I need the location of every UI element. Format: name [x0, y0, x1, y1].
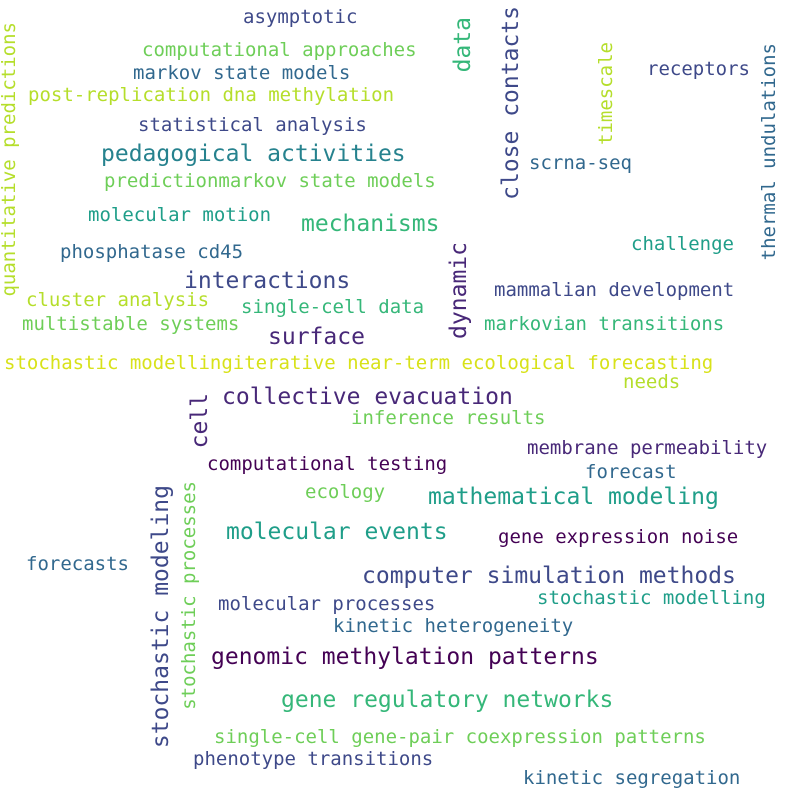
word-stochastic-modeling: stochastic modeling: [148, 485, 174, 749]
word-molecular-events: molecular events: [226, 519, 448, 545]
word-needs: needs: [623, 371, 681, 393]
word-cell: cell: [187, 393, 213, 449]
word-statistical-analysis: statistical analysis: [138, 114, 367, 136]
word-data: data: [450, 17, 476, 73]
word-computational-approaches: computational approaches: [142, 39, 417, 61]
word-phosphatase-cd45: phosphatase cd45: [60, 241, 244, 263]
word-interactions: interactions: [184, 268, 351, 294]
word-quantitative-predictions: quantitative predictions: [0, 22, 20, 297]
word-predictionmarkov-state-models: predictionmarkov state models: [104, 170, 436, 192]
word-single-cell-data: single-cell data: [241, 296, 425, 318]
word-forecast: forecast: [585, 461, 677, 483]
word-genomic-methylation-patterns: genomic methylation patterns: [211, 644, 599, 670]
word-inference-results: inference results: [351, 407, 546, 429]
word-ecology: ecology: [305, 481, 386, 503]
word-stochastic-modelling: stochastic modelling: [537, 587, 766, 609]
word-stochastic-modelling-iterative: stochastic modellingiterative near-term …: [4, 352, 714, 374]
word-surface: surface: [268, 324, 365, 350]
word-cluster-analysis: cluster analysis: [26, 289, 210, 311]
word-multistable-systems: multistable systems: [22, 313, 240, 335]
word-markovian-transitions: markovian transitions: [484, 313, 725, 335]
word-phenotype-transitions: phenotype transitions: [193, 748, 434, 770]
word-markov-state-models: markov state models: [133, 62, 351, 84]
word-gene-expression-noise: gene expression noise: [498, 526, 739, 548]
word-computer-simulation-methods: computer simulation methods: [362, 563, 736, 589]
word-stochastic-processes: stochastic processes: [178, 481, 200, 710]
word-asymptotic: asymptotic: [243, 6, 358, 28]
word-mathematical-modeling: mathematical modeling: [428, 484, 719, 510]
word-molecular-motion: molecular motion: [88, 204, 272, 226]
word-thermal-undulations: thermal undulations: [758, 43, 780, 261]
word-mammalian-development: mammalian development: [494, 279, 735, 301]
word-kinetic-segregation: kinetic segregation: [523, 767, 741, 789]
word-scrna-seq: scrna-seq: [529, 152, 632, 174]
word-receptors: receptors: [647, 58, 750, 80]
word-gene-regulatory-networks: gene regulatory networks: [281, 687, 614, 713]
word-close-contacts: close contacts: [498, 6, 524, 200]
word-timescale: timescale: [595, 42, 617, 145]
word-membrane-permeability: membrane permeability: [527, 437, 768, 459]
word-dynamic: dynamic: [446, 242, 472, 339]
word-pedagogical-activities: pedagogical activities: [101, 141, 406, 167]
word-kinetic-heterogeneity: kinetic heterogeneity: [333, 615, 574, 637]
word-single-cell-gene-pair-coexpression-patterns: single-cell gene-pair coexpression patte…: [214, 726, 706, 748]
word-collective-evacuation: collective evacuation: [222, 384, 513, 410]
word-challenge: challenge: [631, 233, 734, 255]
word-computational-testing: computational testing: [207, 453, 448, 475]
word-mechanisms: mechanisms: [301, 211, 440, 237]
word-forecasts: forecasts: [26, 553, 129, 575]
word-molecular-processes: molecular processes: [218, 593, 436, 615]
word-post-replication-dna-methylation: post-replication dna methylation: [28, 84, 395, 106]
